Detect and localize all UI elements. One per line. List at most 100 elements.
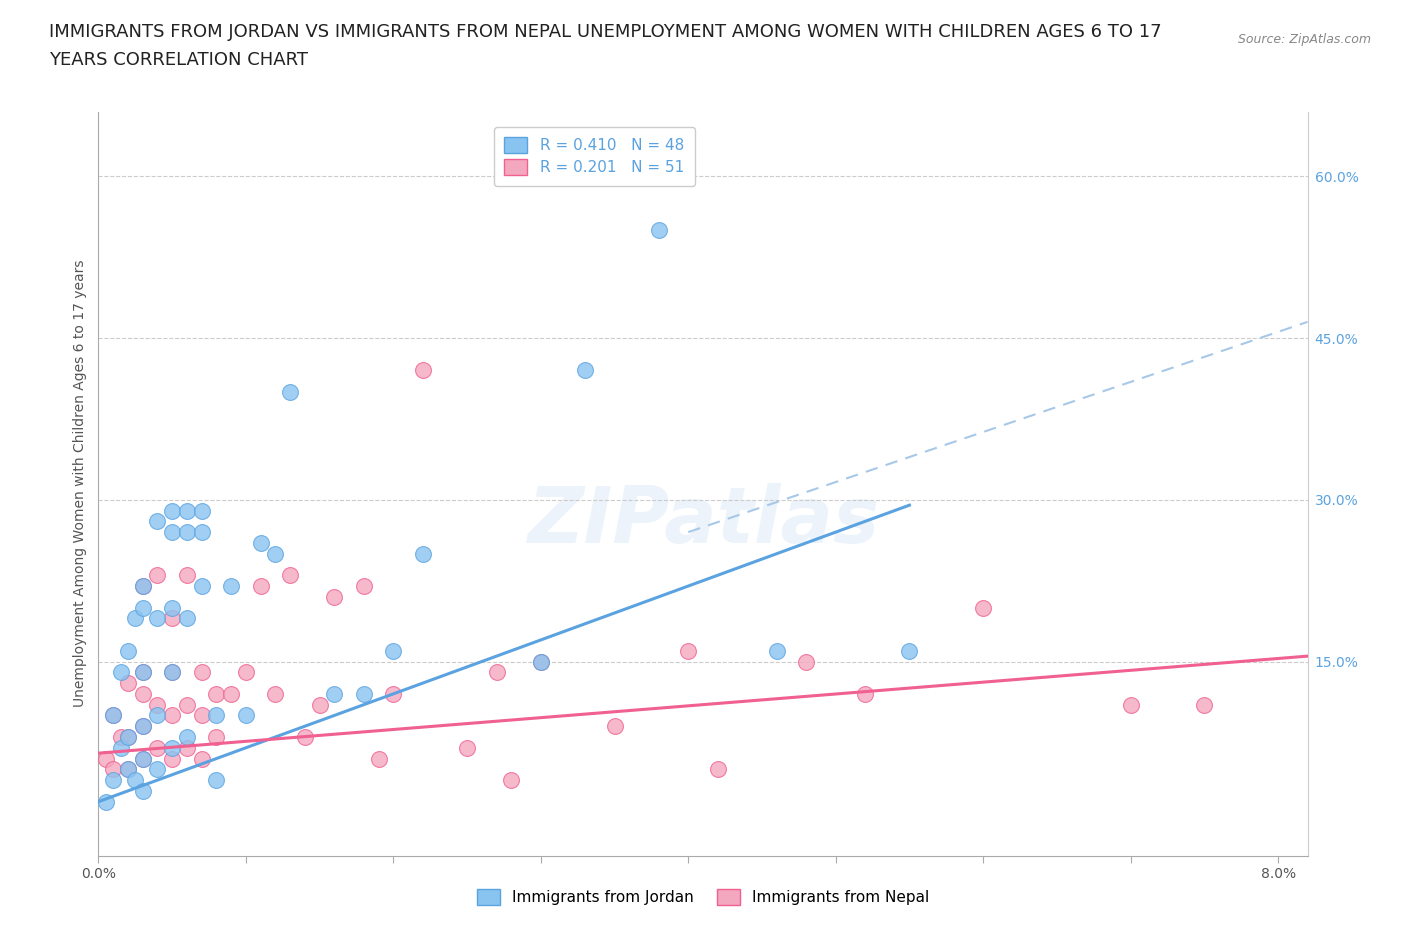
Point [101, 708, 124, 723]
Point [190, 578, 212, 593]
Point [205, 729, 228, 744]
Point [146, 514, 169, 529]
Point [146, 568, 169, 583]
Point [235, 708, 257, 723]
Point [131, 686, 153, 701]
Point [146, 611, 169, 626]
Point [101, 773, 124, 788]
Point [176, 740, 198, 755]
Point [176, 729, 198, 744]
Point [160, 525, 183, 539]
Point [110, 729, 132, 744]
Point [382, 644, 405, 658]
Point [353, 578, 375, 593]
Point [205, 773, 228, 788]
Point [264, 686, 287, 701]
Point [117, 644, 139, 658]
Point [485, 665, 508, 680]
Point [160, 740, 183, 755]
Point [530, 654, 553, 669]
Point [160, 611, 183, 626]
Point [456, 740, 478, 755]
Point [131, 600, 153, 615]
Point [648, 223, 671, 238]
Point [146, 708, 169, 723]
Point [124, 611, 146, 626]
Point [131, 665, 153, 680]
Point [1194, 698, 1216, 712]
Text: Source: ZipAtlas.com: Source: ZipAtlas.com [1237, 33, 1371, 46]
Point [972, 600, 994, 615]
Point [205, 686, 228, 701]
Point [219, 686, 242, 701]
Point [160, 600, 183, 615]
Point [794, 654, 817, 669]
Text: YEARS CORRELATION CHART: YEARS CORRELATION CHART [49, 51, 308, 69]
Point [146, 762, 169, 777]
Y-axis label: Unemployment Among Women with Children Ages 6 to 17 years: Unemployment Among Women with Children A… [73, 259, 87, 708]
Point [190, 708, 212, 723]
Point [530, 654, 553, 669]
Point [160, 665, 183, 680]
Point [176, 568, 198, 583]
Point [124, 773, 146, 788]
Point [853, 686, 876, 701]
Point [146, 698, 169, 712]
Point [501, 773, 523, 788]
Point [412, 363, 434, 378]
Point [190, 751, 212, 766]
Point [117, 675, 139, 690]
Point [765, 644, 787, 658]
Point [308, 698, 330, 712]
Point [131, 719, 153, 734]
Point [131, 719, 153, 734]
Point [249, 578, 271, 593]
Text: IMMIGRANTS FROM JORDAN VS IMMIGRANTS FROM NEPAL UNEMPLOYMENT AMONG WOMEN WITH CH: IMMIGRANTS FROM JORDAN VS IMMIGRANTS FRO… [49, 23, 1161, 41]
Text: ZIPatlas: ZIPatlas [527, 483, 879, 559]
Point [235, 665, 257, 680]
Point [101, 708, 124, 723]
Point [160, 751, 183, 766]
Point [264, 546, 287, 561]
Point [146, 740, 169, 755]
Point [131, 578, 153, 593]
Point [323, 590, 346, 604]
Point [94, 794, 117, 809]
Point [190, 665, 212, 680]
Point [117, 729, 139, 744]
Point [205, 708, 228, 723]
Point [603, 719, 626, 734]
Point [131, 578, 153, 593]
Point [249, 536, 271, 551]
Point [131, 783, 153, 798]
Point [1119, 698, 1142, 712]
Point [131, 751, 153, 766]
Point [382, 686, 405, 701]
Point [117, 729, 139, 744]
Point [110, 740, 132, 755]
Point [219, 578, 242, 593]
Point [176, 698, 198, 712]
Point [898, 644, 921, 658]
Point [117, 762, 139, 777]
Point [160, 708, 183, 723]
Legend: R = 0.410   N = 48, R = 0.201   N = 51: R = 0.410 N = 48, R = 0.201 N = 51 [494, 126, 695, 186]
Point [176, 503, 198, 518]
Point [160, 503, 183, 518]
Point [412, 546, 434, 561]
Legend: Immigrants from Jordan, Immigrants from Nepal: Immigrants from Jordan, Immigrants from … [471, 883, 935, 911]
Point [353, 686, 375, 701]
Point [110, 665, 132, 680]
Point [574, 363, 596, 378]
Point [176, 611, 198, 626]
Point [278, 384, 301, 399]
Point [678, 644, 700, 658]
Point [323, 686, 346, 701]
Point [131, 665, 153, 680]
Point [367, 751, 389, 766]
Point [294, 729, 316, 744]
Point [117, 762, 139, 777]
Point [131, 751, 153, 766]
Point [278, 568, 301, 583]
Point [706, 762, 728, 777]
